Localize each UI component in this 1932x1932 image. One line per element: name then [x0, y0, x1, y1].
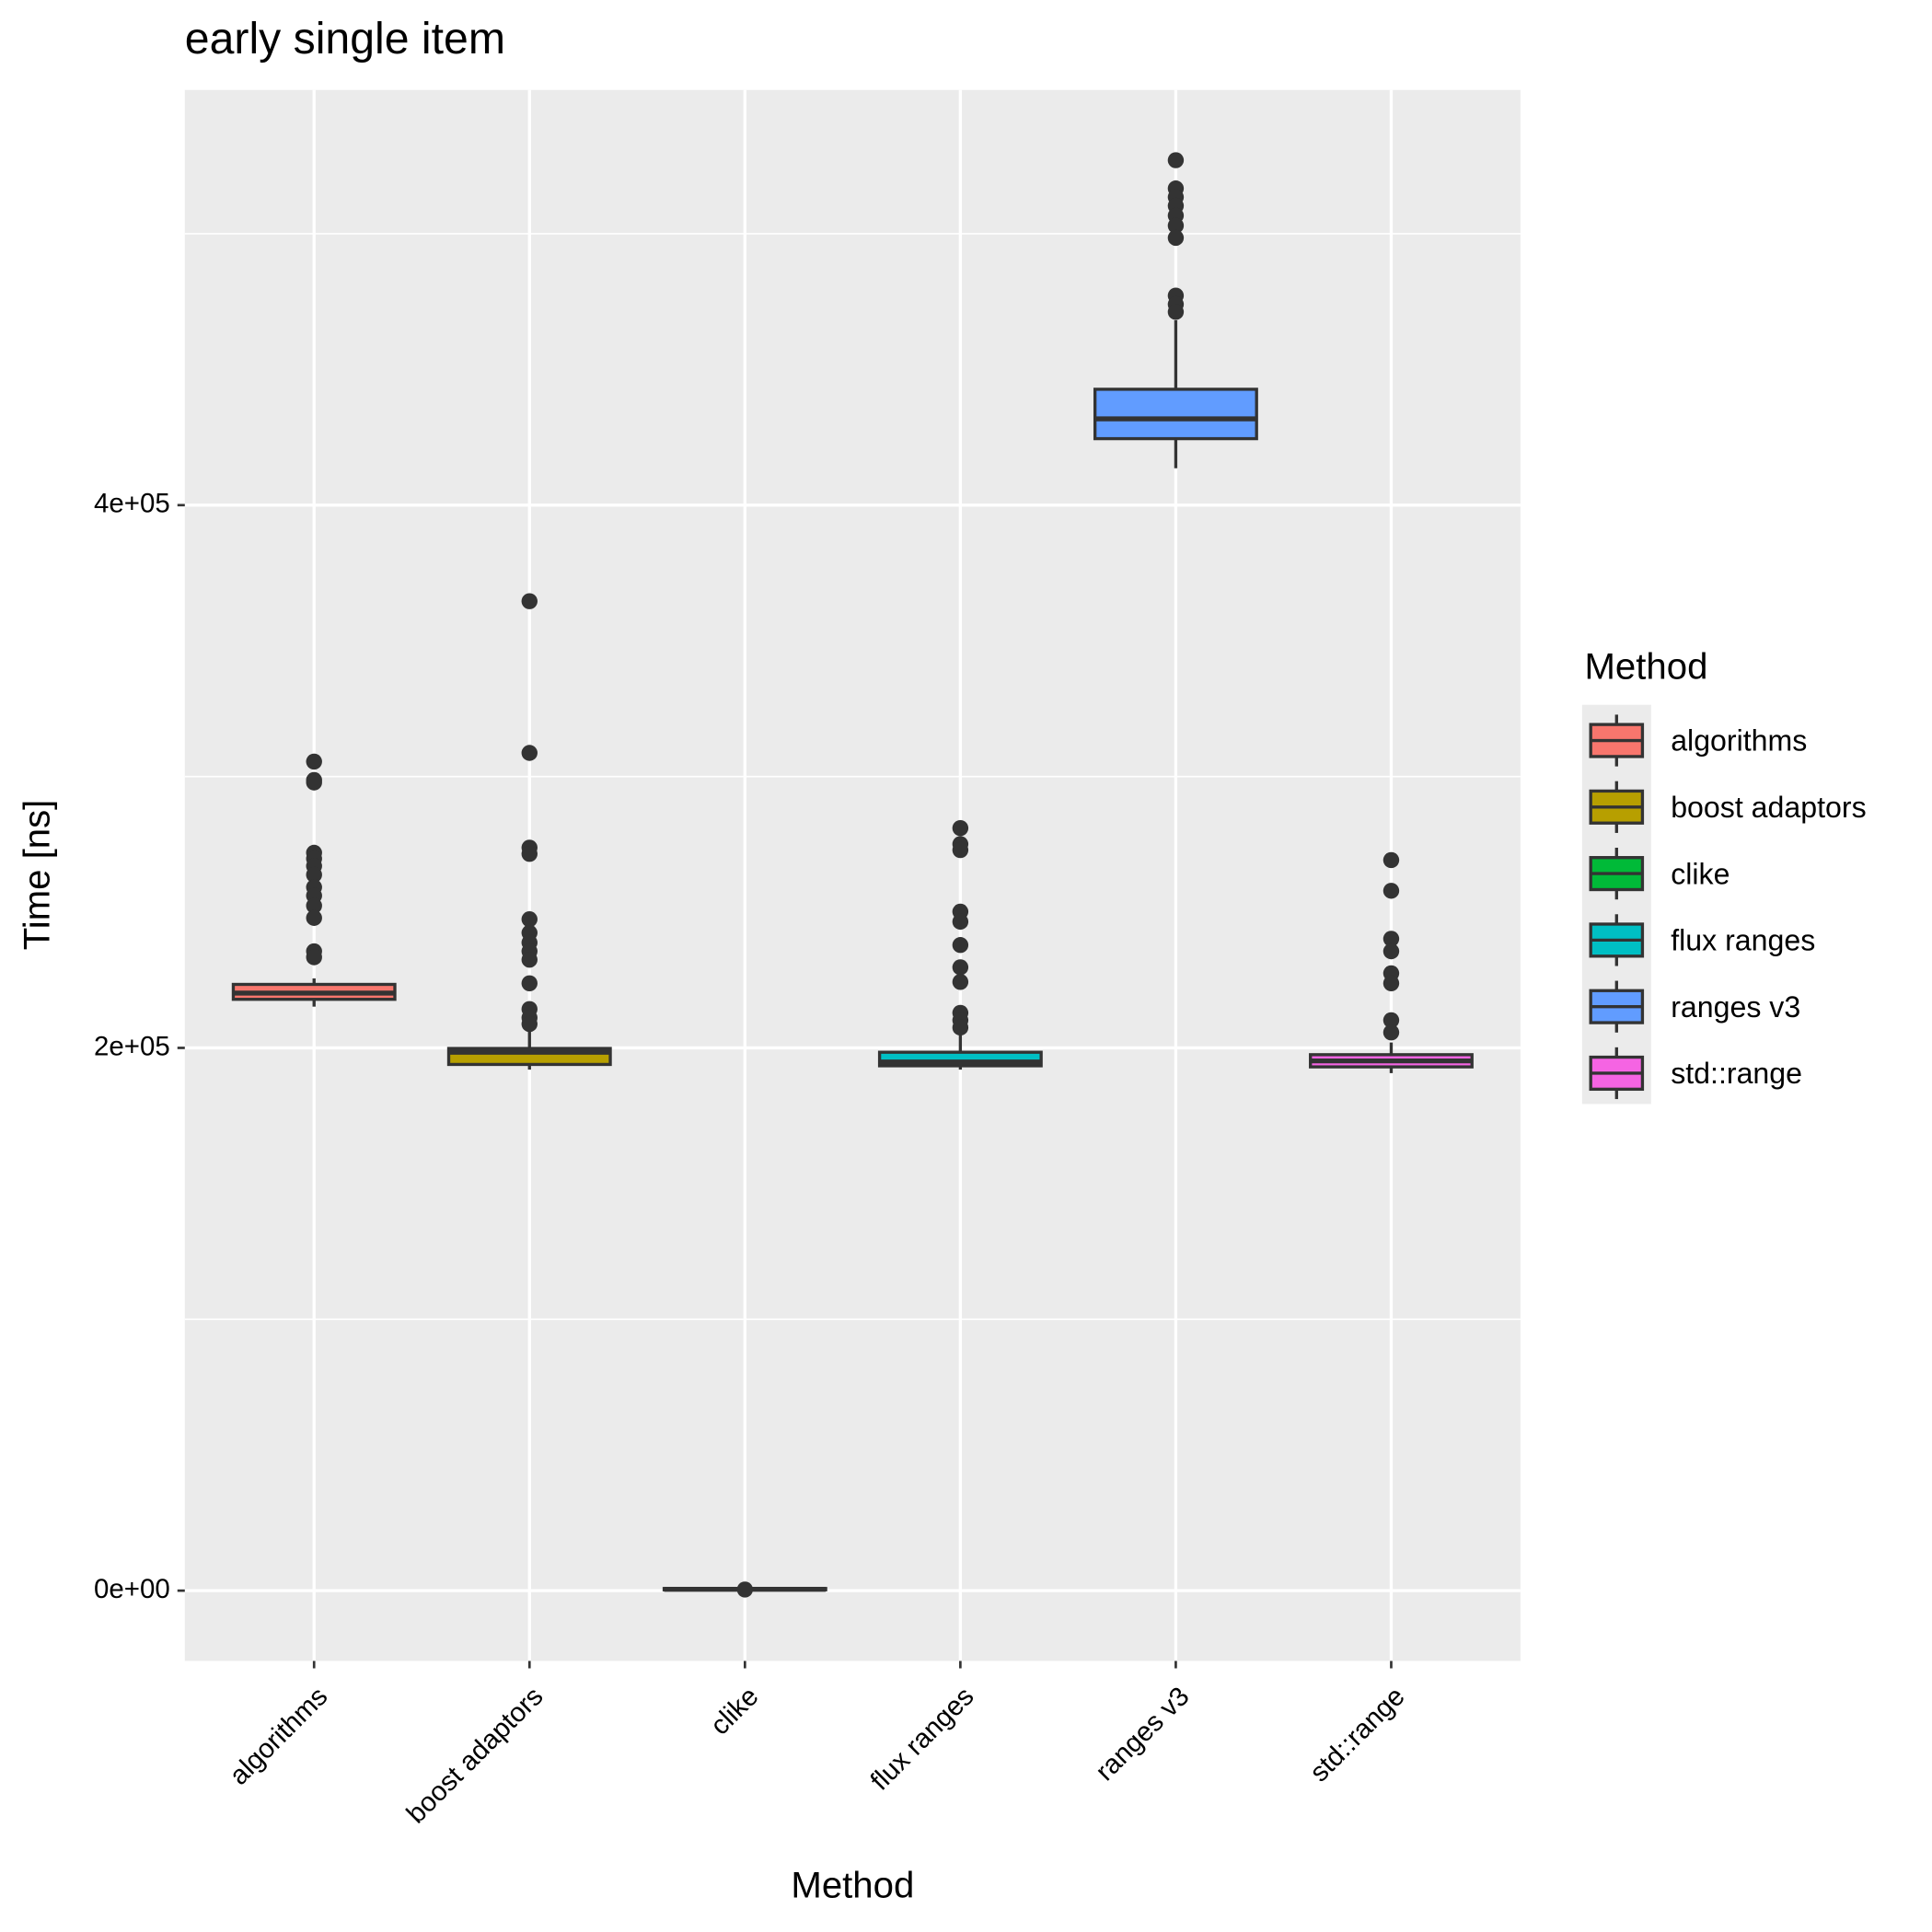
- outlier: [1382, 943, 1400, 960]
- outlier: [952, 841, 969, 859]
- outlier: [1167, 217, 1185, 234]
- x-tick-label: flux ranges: [864, 1681, 979, 1796]
- outlier: [1382, 931, 1400, 947]
- panel: [184, 89, 1521, 1661]
- outlier: [521, 1015, 538, 1033]
- outlier: [1382, 975, 1400, 992]
- x-tick-label: clike: [705, 1681, 765, 1741]
- outlier: [1167, 152, 1185, 168]
- outlier: [952, 1019, 969, 1036]
- outlier: [1382, 883, 1400, 899]
- y-tick-label: 4e+05: [94, 489, 170, 519]
- outlier: [952, 974, 969, 990]
- outlier: [306, 774, 322, 791]
- outlier: [1167, 304, 1185, 320]
- x-tick-label: std::range: [1304, 1681, 1411, 1787]
- outlier: [1167, 229, 1185, 247]
- y-tick-label: 2e+05: [94, 1031, 170, 1061]
- legend-title: Method: [1585, 645, 1708, 687]
- y-axis-title: Time [ns]: [16, 800, 57, 951]
- x-axis-title: Method: [791, 1864, 914, 1905]
- outlier: [521, 845, 538, 862]
- y-tick-label: 0e+00: [94, 1574, 170, 1604]
- outlier: [521, 911, 538, 928]
- x-tick-label: algorithms: [224, 1681, 333, 1790]
- outlier: [952, 819, 969, 837]
- outlier: [952, 937, 969, 954]
- outlier: [521, 745, 538, 761]
- legend-label: std::range: [1671, 1057, 1802, 1090]
- outlier: [736, 1581, 754, 1598]
- x-tick-label: ranges v3: [1090, 1681, 1196, 1787]
- outlier: [306, 949, 322, 966]
- outlier: [306, 866, 322, 884]
- outlier: [1382, 1012, 1400, 1029]
- outlier: [952, 913, 969, 931]
- outlier: [306, 897, 322, 914]
- outlier: [306, 753, 322, 770]
- legend-label: boost adaptors: [1671, 791, 1866, 824]
- outlier: [952, 959, 969, 976]
- chart-title: early single item: [185, 14, 505, 64]
- legend-label: ranges v3: [1671, 990, 1800, 1024]
- outlier: [521, 593, 538, 609]
- legend-label: flux ranges: [1671, 924, 1815, 957]
- legend-keys-bg: [1581, 704, 1651, 1105]
- outlier: [521, 975, 538, 992]
- box: [1093, 388, 1258, 441]
- x-tick-label: boost adaptors: [400, 1681, 549, 1829]
- legend-label: algorithms: [1671, 724, 1807, 758]
- legend-label: clike: [1671, 857, 1730, 890]
- outlier: [1382, 851, 1400, 869]
- outlier: [1382, 1024, 1400, 1041]
- outlier: [306, 909, 322, 926]
- outlier: [521, 951, 538, 968]
